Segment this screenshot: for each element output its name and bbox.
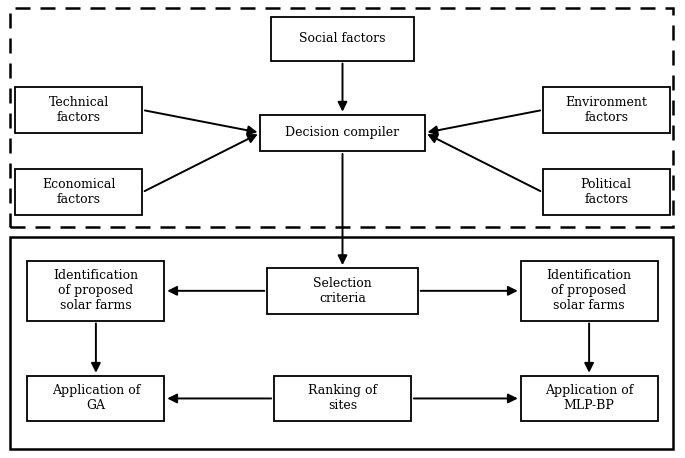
Bar	[521, 376, 658, 421]
Bar	[27, 376, 164, 421]
Bar	[10, 237, 673, 449]
Bar	[260, 114, 425, 151]
Text: Economical
factors: Economical factors	[42, 178, 116, 207]
Text: Technical
factors: Technical factors	[49, 96, 109, 124]
Bar	[521, 261, 658, 321]
Text: Social factors: Social factors	[299, 33, 386, 45]
Text: Identification
of proposed
solar farms: Identification of proposed solar farms	[53, 269, 138, 312]
Bar	[271, 17, 414, 61]
Bar	[543, 87, 669, 133]
Bar	[543, 169, 669, 215]
Text: Identification
of proposed
solar farms: Identification of proposed solar farms	[547, 269, 632, 312]
Text: Decision compiler: Decision compiler	[286, 126, 399, 139]
Bar	[16, 87, 142, 133]
Bar	[10, 8, 673, 227]
Text: Application of
GA: Application of GA	[51, 384, 140, 413]
Bar	[267, 268, 418, 314]
Text: Ranking of
sites: Ranking of sites	[308, 384, 377, 413]
Bar	[16, 169, 142, 215]
Text: Environment
factors: Environment factors	[565, 96, 647, 124]
Bar	[27, 261, 164, 321]
Bar	[274, 376, 411, 421]
Text: Selection
criteria: Selection criteria	[313, 277, 372, 305]
Text: Political
factors: Political factors	[581, 178, 632, 207]
Text: Application of
MLP-BP: Application of MLP-BP	[545, 384, 634, 413]
